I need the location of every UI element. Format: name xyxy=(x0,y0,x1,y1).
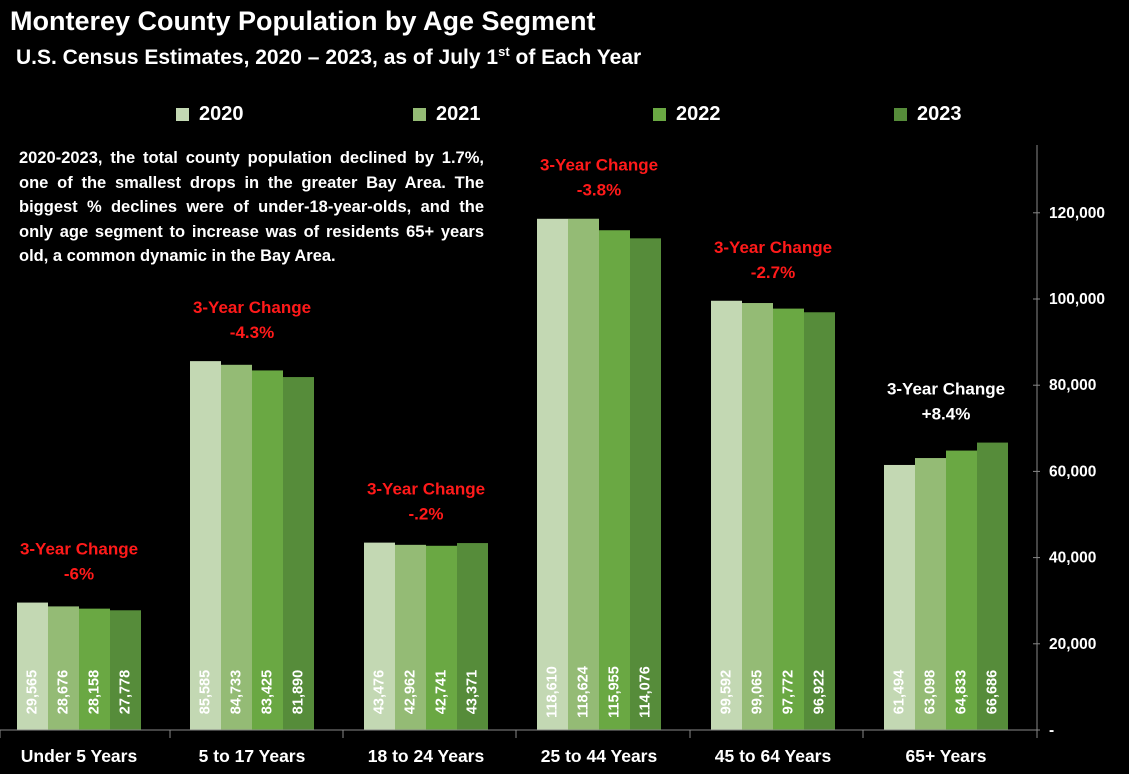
legend-item-2022: 2022 xyxy=(653,103,721,126)
bar-2021-3 xyxy=(568,218,599,730)
bar-2021-5 xyxy=(915,458,946,730)
change-value-1: -4.3% xyxy=(230,323,274,342)
bar-2023-1 xyxy=(283,377,314,730)
change-value-2: -.2% xyxy=(409,505,444,524)
value-label-2023-2: 43,371 xyxy=(465,670,481,714)
value-label-2023-3: 114,076 xyxy=(638,666,654,718)
y-tick-label-5: 100,000 xyxy=(1049,291,1105,308)
value-label-2022-0: 28,158 xyxy=(87,670,103,714)
value-label-2020-3: 118,610 xyxy=(545,666,561,718)
value-label-2021-1: 84,733 xyxy=(229,670,245,714)
value-label-2022-5: 64,833 xyxy=(954,670,970,714)
value-label-2023-1: 81,890 xyxy=(291,670,307,714)
value-label-2022-3: 115,955 xyxy=(607,666,623,718)
value-label-2021-4: 99,065 xyxy=(750,670,766,714)
bar-2021-0 xyxy=(48,606,79,730)
y-tick-label-1: 20,000 xyxy=(1049,636,1096,653)
x-tick-label-1: 5 to 17 Years xyxy=(199,746,306,766)
legend-label-2020: 2020 xyxy=(199,103,244,125)
bar-2023-5 xyxy=(977,442,1008,730)
y-tick-label-0: - xyxy=(1049,722,1054,739)
bar-2022-2 xyxy=(426,545,457,730)
bar-2022-3 xyxy=(599,230,630,730)
bar-2022-5 xyxy=(946,450,977,730)
bar-2021-2 xyxy=(395,544,426,730)
y-tick-label-3: 60,000 xyxy=(1049,463,1096,480)
change-value-4: -2.7% xyxy=(751,263,795,282)
bar-2021-1 xyxy=(221,364,252,730)
change-label-5: 3-Year Change xyxy=(887,380,1005,399)
value-label-2020-5: 61,494 xyxy=(892,670,908,714)
annotation-note: 2020-2023, the total county population d… xyxy=(19,149,484,265)
bar-2020-0 xyxy=(17,602,48,730)
change-label-0: 3-Year Change xyxy=(20,540,138,559)
change-value-5: +8.4% xyxy=(922,405,971,424)
x-tick-label-2: 18 to 24 Years xyxy=(368,746,485,766)
change-label-1: 3-Year Change xyxy=(193,298,311,317)
y-tick-label-4: 80,000 xyxy=(1049,377,1096,394)
x-tick-label-0: Under 5 Years xyxy=(21,746,138,766)
y-tick-label-6: 120,000 xyxy=(1049,205,1105,222)
value-label-2022-2: 42,741 xyxy=(434,670,450,714)
bar-2020-3 xyxy=(537,218,568,730)
legend-label-2022: 2022 xyxy=(676,103,721,125)
value-label-2020-4: 99,592 xyxy=(719,670,735,714)
bar-2022-0 xyxy=(79,608,110,730)
y-tick-label-2: 40,000 xyxy=(1049,550,1096,567)
x-tick-label-5: 65+ Years xyxy=(906,746,987,766)
bar-2022-4 xyxy=(773,308,804,730)
x-tick-label-4: 45 to 64 Years xyxy=(715,746,832,766)
bar-2023-4 xyxy=(804,312,835,730)
value-label-2020-1: 85,585 xyxy=(198,670,214,714)
legend-item-2023: 2023 xyxy=(894,103,962,126)
value-label-2021-2: 42,962 xyxy=(403,670,419,714)
value-label-2020-2: 43,476 xyxy=(372,670,388,714)
change-value-3: -3.8% xyxy=(577,181,621,200)
bar-2023-3 xyxy=(630,238,661,730)
value-label-2021-5: 63,098 xyxy=(923,670,939,714)
chart-subtitle: U.S. Census Estimates, 2020 – 2023, as o… xyxy=(16,44,642,69)
bar-2020-1 xyxy=(190,361,221,730)
legend-label-2021: 2021 xyxy=(436,103,481,125)
change-value-0: -6% xyxy=(64,565,94,584)
legend-item-2020: 2020 xyxy=(176,103,244,126)
bar-2020-5 xyxy=(884,464,915,730)
bar-2023-2 xyxy=(457,543,488,730)
value-label-2021-0: 28,676 xyxy=(56,670,72,714)
chart-title: Monterey County Population by Age Segmen… xyxy=(10,6,596,36)
bar-2022-1 xyxy=(252,370,283,730)
change-label-2: 3-Year Change xyxy=(367,480,485,499)
legend-swatch-2020 xyxy=(176,108,189,121)
legend-item-2021: 2021 xyxy=(413,103,481,126)
value-label-2023-4: 96,922 xyxy=(812,670,828,714)
value-label-2023-5: 66,686 xyxy=(985,670,1001,714)
legend-swatch-2023 xyxy=(894,108,907,121)
change-label-3: 3-Year Change xyxy=(540,156,658,175)
bar-2020-4 xyxy=(711,300,742,730)
legend-label-2023: 2023 xyxy=(917,103,962,125)
value-label-2021-3: 118,624 xyxy=(576,666,592,718)
value-label-2022-1: 83,425 xyxy=(260,670,276,714)
bar-2021-4 xyxy=(742,303,773,730)
x-tick-label-3: 25 to 44 Years xyxy=(541,746,658,766)
value-label-2023-0: 27,778 xyxy=(118,670,134,714)
legend-swatch-2022 xyxy=(653,108,666,121)
value-label-2022-4: 97,772 xyxy=(781,670,797,714)
bar-2020-2 xyxy=(364,542,395,730)
value-label-2020-0: 29,565 xyxy=(25,670,41,714)
legend-swatch-2021 xyxy=(413,108,426,121)
bar-2023-0 xyxy=(110,610,141,730)
change-label-4: 3-Year Change xyxy=(714,238,832,257)
